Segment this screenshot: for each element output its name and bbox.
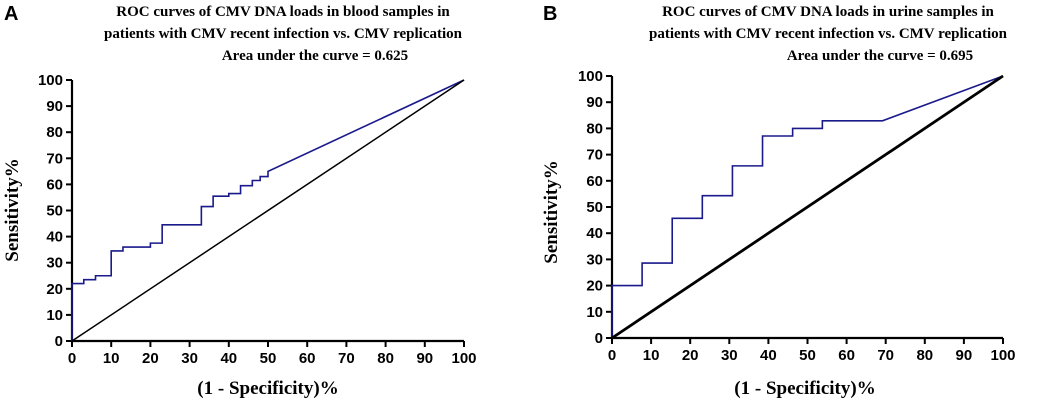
x-tick-label: 100 <box>451 350 476 367</box>
y-tick-label: 60 <box>586 173 603 190</box>
reference-diagonal-line <box>71 79 465 342</box>
y-tick-label: 40 <box>46 229 63 246</box>
x-tick-label: 40 <box>760 347 777 364</box>
chart-title-line-3: Area under the curve = 0.625 <box>222 48 408 64</box>
x-tick-label: 10 <box>103 350 120 367</box>
x-axis-label: (1 - Specificity)% <box>197 378 338 399</box>
panel-b: B ROC curves of CMV DNA loads in urine s… <box>541 3 1016 399</box>
y-tick-label: 50 <box>46 203 63 220</box>
y-tick-label: 40 <box>586 225 603 242</box>
chart-title-line-2: patients with CMV recent infection vs. C… <box>104 26 463 42</box>
y-tick-label: 60 <box>46 176 63 193</box>
x-tick-label: 60 <box>838 347 855 364</box>
x-tick-label: 20 <box>142 350 159 367</box>
y-axis-label: Sensitivity% <box>541 160 562 263</box>
panel-a: A ROC curves of CMV DNA loads in blood s… <box>2 3 477 399</box>
y-tick-label: 20 <box>586 278 603 295</box>
x-tick-label: 20 <box>682 347 699 364</box>
x-tick-label: 50 <box>260 350 277 367</box>
roc-curve-line <box>71 79 465 341</box>
x-tick-label: 80 <box>916 347 933 364</box>
x-tick-label: 90 <box>956 347 973 364</box>
y-tick-label: 10 <box>46 307 63 324</box>
plot-area: 0 10 20 30 40 50 60 70 80 90 100 0 10 20 30 40 50 60 70 80 9… <box>38 72 477 367</box>
y-tick-label: 80 <box>586 120 603 137</box>
y-tick-label: 0 <box>595 330 603 347</box>
roc-curve-line <box>611 75 1004 338</box>
y-axis-label: Sensitivity% <box>2 158 23 261</box>
x-tick-label: 0 <box>68 350 76 367</box>
x-tick-label: 100 <box>990 347 1015 364</box>
x-tick-label: 90 <box>416 350 433 367</box>
y-tick-label: 10 <box>586 304 603 321</box>
x-tick-label: 80 <box>377 350 394 367</box>
y-tick-label: 90 <box>46 98 63 115</box>
chart-title-line-1: ROC curves of CMV DNA loads in urine sam… <box>662 4 994 20</box>
y-tick-label: 100 <box>38 72 63 89</box>
y-tick-label: 90 <box>586 94 603 111</box>
chart-title-line-1: ROC curves of CMV DNA loads in blood sam… <box>116 4 450 20</box>
reference-diagonal-line <box>611 74 1004 340</box>
x-tick-label: 40 <box>220 350 237 367</box>
y-tick-label: 100 <box>578 68 603 85</box>
chart-title-line-3: Area under the curve = 0.695 <box>787 48 973 64</box>
x-tick-label: 10 <box>643 347 660 364</box>
y-tick-label: 70 <box>586 147 603 164</box>
x-tick-label: 60 <box>299 350 316 367</box>
x-axis-label: (1 - Specificity)% <box>734 378 875 399</box>
x-tick-label: 0 <box>608 347 616 364</box>
chart-title-line-2: patients with CMV recent infection vs. C… <box>649 26 1008 42</box>
y-tick-label: 30 <box>586 251 603 268</box>
y-tick-label: 50 <box>586 199 603 216</box>
y-tick-label: 30 <box>46 255 63 272</box>
y-tick-label: 80 <box>46 124 63 141</box>
panel-letter: A <box>4 3 18 25</box>
x-tick-label: 70 <box>338 350 355 367</box>
x-tick-label: 70 <box>877 347 894 364</box>
y-tick-label: 20 <box>46 281 63 298</box>
panel-letter: B <box>543 3 557 25</box>
x-tick-label: 30 <box>721 347 738 364</box>
y-tick-label: 0 <box>55 333 63 350</box>
x-tick-label: 30 <box>181 350 198 367</box>
plot-area: 0 10 20 30 40 50 60 70 80 90 100 0 10 20 30 40 50 60 70 80 9… <box>578 68 1016 364</box>
y-tick-label: 70 <box>46 150 63 167</box>
x-tick-label: 50 <box>799 347 816 364</box>
